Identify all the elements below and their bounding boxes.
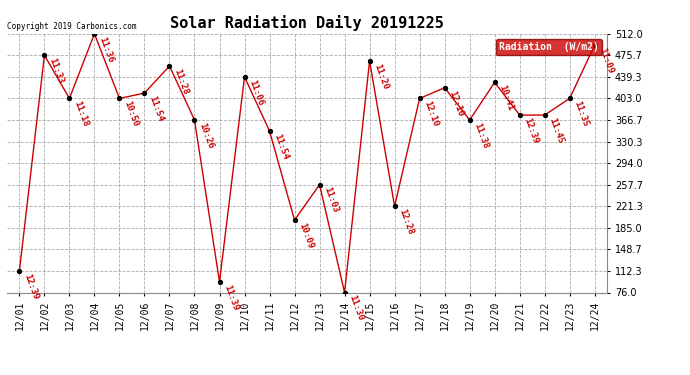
Text: 11:54: 11:54 — [273, 132, 290, 161]
Text: 10:09: 10:09 — [297, 222, 315, 250]
Text: 11:03: 11:03 — [322, 186, 340, 214]
Point — [239, 74, 250, 80]
Text: 10:41: 10:41 — [497, 84, 515, 112]
Text: 11:36: 11:36 — [97, 35, 115, 63]
Point — [564, 96, 575, 102]
Point — [514, 112, 525, 118]
Point — [464, 117, 475, 123]
Text: 11:09: 11:09 — [598, 46, 615, 75]
Text: 11:28: 11:28 — [172, 68, 190, 96]
Text: 11:20: 11:20 — [373, 63, 390, 91]
Point — [39, 52, 50, 58]
Point — [439, 85, 450, 91]
Text: 11:38: 11:38 — [473, 122, 490, 150]
Text: 11:18: 11:18 — [72, 100, 90, 128]
Point — [364, 58, 375, 64]
Text: 11:45: 11:45 — [547, 117, 565, 145]
Text: 12:39: 12:39 — [22, 272, 40, 301]
Text: 10:26: 10:26 — [197, 122, 215, 150]
Text: Copyright 2019 Carbonics.com: Copyright 2019 Carbonics.com — [7, 22, 137, 31]
Point — [264, 128, 275, 134]
Point — [489, 80, 500, 86]
Point — [539, 112, 550, 118]
Title: Solar Radiation Daily 20191225: Solar Radiation Daily 20191225 — [170, 15, 444, 31]
Text: 11:30: 11:30 — [347, 294, 365, 322]
Legend: Radiation  (W/m2): Radiation (W/m2) — [495, 39, 602, 56]
Point — [289, 217, 300, 223]
Point — [89, 31, 100, 37]
Text: 12:10: 12:10 — [447, 89, 465, 117]
Text: 11:54: 11:54 — [147, 94, 165, 123]
Point — [339, 290, 350, 296]
Point — [414, 96, 425, 102]
Point — [589, 42, 600, 48]
Point — [64, 96, 75, 102]
Text: 11:06: 11:06 — [247, 78, 265, 106]
Text: 12:28: 12:28 — [397, 208, 415, 236]
Point — [389, 203, 400, 209]
Text: 11:35: 11:35 — [573, 100, 590, 128]
Point — [139, 90, 150, 96]
Text: 12:39: 12:39 — [522, 117, 540, 145]
Point — [164, 63, 175, 69]
Point — [114, 96, 125, 102]
Text: 11:39: 11:39 — [222, 283, 240, 312]
Point — [214, 279, 225, 285]
Point — [314, 182, 325, 188]
Point — [14, 268, 25, 274]
Text: 11:33: 11:33 — [47, 57, 65, 85]
Text: 10:50: 10:50 — [122, 100, 140, 128]
Text: 12:10: 12:10 — [422, 100, 440, 128]
Point — [189, 117, 200, 123]
